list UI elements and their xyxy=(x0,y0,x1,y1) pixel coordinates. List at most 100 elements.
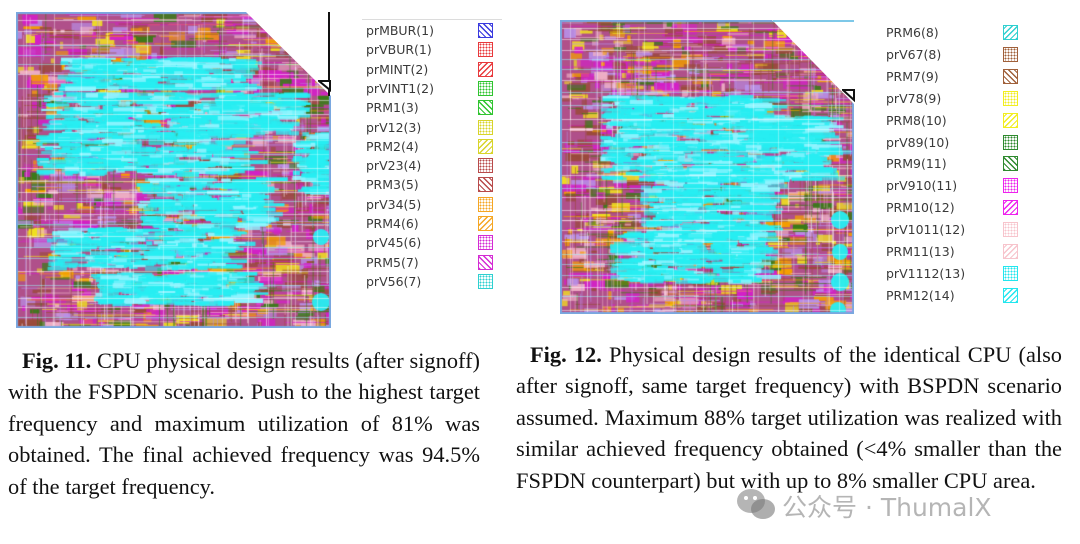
fig12-legend: PRM6(8) prV67(8) PRM7(9) prV78(9) PRM8(10) pr… xyxy=(886,24,1036,314)
legend-swatch-icon xyxy=(1003,90,1018,106)
legend-item: PRM8(10) xyxy=(886,112,1036,130)
legend-item: PRM4(6) xyxy=(366,215,516,233)
legend-item: PRM9(11) xyxy=(886,155,1036,173)
legend-item-label: PRM6(8) xyxy=(886,25,939,40)
fig11-caption-text: CPU physical design results (after signo… xyxy=(8,348,480,499)
legend-swatch-icon xyxy=(478,119,493,135)
legend-item: prV910(11) xyxy=(886,177,1036,195)
fig12-layout-image xyxy=(560,20,854,314)
legend-item: prV78(9) xyxy=(886,90,1036,108)
legend-item-label: PRM10(12) xyxy=(886,200,955,216)
legend-swatch-icon xyxy=(1003,265,1018,281)
watermark-text: 公众号 · ThumalX xyxy=(782,493,992,522)
fig12-top-boundary-line xyxy=(773,20,854,22)
legend-item: prV67(8) xyxy=(886,46,1036,64)
fig12-corner-cut xyxy=(772,20,854,104)
legend-item: prV1011(12) xyxy=(886,221,1036,239)
legend-item-label: prMINT(2) xyxy=(366,61,429,77)
legend-swatch-icon xyxy=(1003,46,1018,62)
legend-swatch-icon xyxy=(1003,244,1018,259)
legend-item: prVINT1(2) xyxy=(366,80,516,98)
legend-item: prV12(3) xyxy=(366,119,516,137)
legend-item-label: PRM11(13) xyxy=(886,244,955,259)
fig11-caption-label: Fig. 11. xyxy=(22,348,92,373)
fig12-caption-text: Physical design results of the identical… xyxy=(516,342,1063,493)
legend-swatch-icon xyxy=(478,254,493,270)
legend-item: PRM11(13) xyxy=(886,243,1036,261)
legend-item-label: PRM8(10) xyxy=(886,112,947,128)
legend-item-label: prVBUR(1) xyxy=(366,42,432,58)
fig11-corner-cut xyxy=(246,12,331,96)
legend-item: prV23(4) xyxy=(366,157,516,175)
legend-item: prV1112(13) xyxy=(886,265,1036,283)
legend-swatch-icon xyxy=(1003,112,1018,128)
legend-item-label: PRM3(5) xyxy=(366,177,419,193)
fig12-marker-icon xyxy=(842,89,855,102)
legend-item: PRM3(5) xyxy=(366,176,516,194)
legend-item-label: prV12(3) xyxy=(366,119,422,135)
legend-item-label: PRM5(7) xyxy=(366,254,419,270)
legend-item-label: PRM7(9) xyxy=(886,68,939,84)
legend-item-label: prV910(11) xyxy=(886,178,958,194)
legend-swatch-icon xyxy=(478,80,493,96)
legend-item: PRM7(9) xyxy=(886,68,1036,86)
fig11-marker-icon xyxy=(318,80,331,92)
fig12-caption-label: Fig. 12. xyxy=(530,342,602,367)
legend-item-label: prV56(7) xyxy=(366,273,422,289)
legend-swatch-icon xyxy=(478,138,493,154)
legend-swatch-icon xyxy=(478,61,493,77)
legend-item: prVBUR(1) xyxy=(366,41,516,59)
legend-item: prV34(5) xyxy=(366,196,516,214)
legend-item-label: prV89(10) xyxy=(886,134,950,150)
legend-item-label: PRM1(3) xyxy=(366,100,419,116)
legend-item: PRM1(3) xyxy=(366,99,516,117)
legend-swatch-icon xyxy=(478,273,493,289)
legend-item: prV56(7) xyxy=(366,273,516,291)
legend-item-label: prV67(8) xyxy=(886,46,942,62)
legend-swatch-icon xyxy=(1003,68,1018,84)
legend-item-label: prMBUR(1) xyxy=(366,23,434,38)
legend-item-label: prV78(9) xyxy=(886,90,942,106)
legend-item: prMINT(2) xyxy=(366,61,516,79)
legend-swatch-icon xyxy=(1003,222,1018,238)
legend-item: PRM2(4) xyxy=(366,138,516,156)
legend-item: prMBUR(1) xyxy=(366,22,516,40)
fig11-legend: prMBUR(1) prVBUR(1) prMINT(2) prVINT1(2) PRM… xyxy=(366,22,516,312)
fig12-caption: Fig. 12. Physical design results of the … xyxy=(516,339,1062,496)
legend-item-label: PRM12(14) xyxy=(886,287,955,303)
fig11-caption: Fig. 11. CPU physical design results (af… xyxy=(8,345,480,502)
legend-swatch-icon xyxy=(478,158,493,174)
legend-item: prV45(6) xyxy=(366,234,516,252)
legend-swatch-icon xyxy=(1003,156,1018,172)
legend-swatch-icon xyxy=(1003,287,1018,303)
legend-item-label: PRM4(6) xyxy=(366,216,419,231)
legend-swatch-icon xyxy=(478,196,493,212)
legend-item: PRM5(7) xyxy=(366,254,516,272)
legend-swatch-icon xyxy=(478,216,493,231)
fig11-boundary-line xyxy=(328,12,330,96)
legend-item-label: PRM9(11) xyxy=(886,156,947,172)
legend-item: PRM10(12) xyxy=(886,199,1036,217)
legend-item: PRM12(14) xyxy=(886,287,1036,305)
legend-item: prV89(10) xyxy=(886,134,1036,152)
wechat-icon xyxy=(737,489,775,519)
fig11-legend-top-rule xyxy=(362,19,502,20)
legend-item-label: PRM2(4) xyxy=(366,138,419,154)
legend-swatch-icon xyxy=(478,42,493,58)
legend-item-label: prV1011(12) xyxy=(886,222,966,238)
legend-swatch-icon xyxy=(1003,200,1018,216)
legend-swatch-icon xyxy=(478,23,493,38)
legend-swatch-icon xyxy=(478,235,493,251)
legend-swatch-icon xyxy=(1003,178,1018,194)
legend-item-label: prV1112(13) xyxy=(886,265,966,281)
legend-swatch-icon xyxy=(1003,134,1018,150)
legend-swatch-icon xyxy=(478,100,493,116)
legend-item-label: prV23(4) xyxy=(366,158,422,174)
legend-item-label: prV45(6) xyxy=(366,235,422,251)
legend-item-label: prV34(5) xyxy=(366,196,422,212)
fig11-layout-image xyxy=(16,12,331,328)
legend-swatch-icon xyxy=(1003,25,1018,40)
legend-swatch-icon xyxy=(478,177,493,193)
legend-item: PRM6(8) xyxy=(886,24,1036,42)
legend-item-label: prVINT1(2) xyxy=(366,80,434,96)
